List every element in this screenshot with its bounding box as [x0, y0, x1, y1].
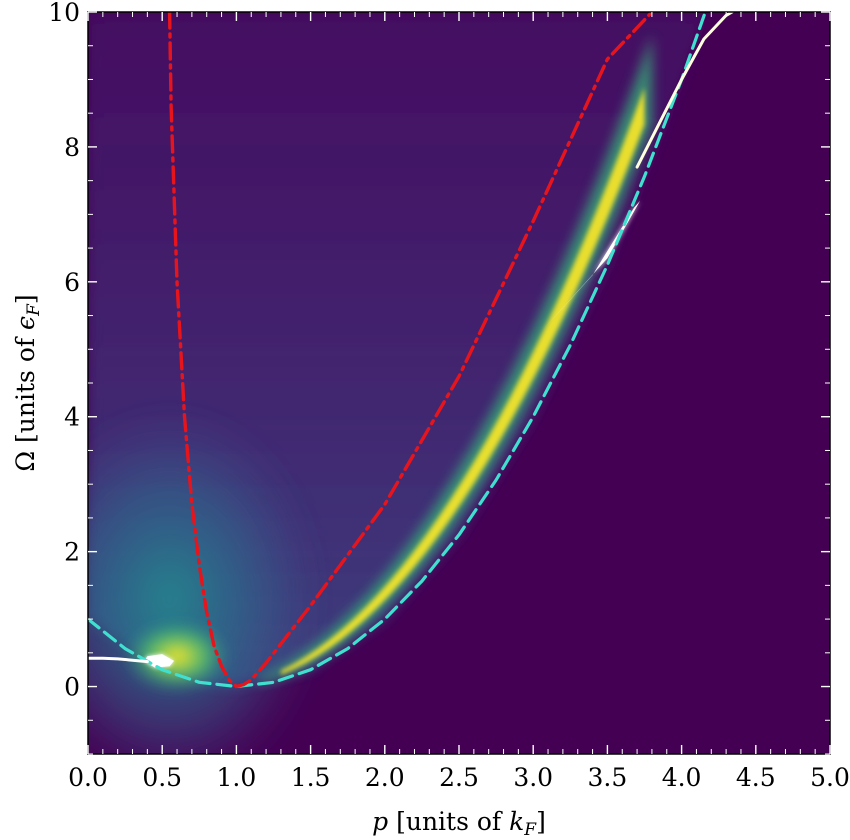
x-axis-symbol: p [372, 807, 388, 836]
y-axis-symbol: Ω [11, 451, 40, 472]
bound-state-glow [122, 618, 233, 695]
heatmap-area [88, 12, 830, 754]
x-tick-label: 5.0 [810, 763, 850, 792]
y-axis-unit-prefix: [units of [11, 330, 40, 451]
x-tick-label: 1.5 [291, 763, 331, 792]
y-tick-label: 10 [48, 0, 80, 27]
series-line-1-dashdot [167, 12, 654, 689]
y-tick-label: 8 [64, 133, 80, 162]
y-axis-unit-suffix: ] [11, 294, 40, 304]
x-axis-label: p [units of kF] [372, 807, 546, 840]
series-line-3-solid [635, 12, 734, 169]
y-tick-label: 4 [64, 403, 80, 432]
x-axis-unit-prefix: [units of [388, 807, 509, 836]
curves [88, 12, 734, 689]
y-tick-label: 6 [64, 268, 80, 297]
y-axis-label: Ω [units of ϵF] [11, 294, 44, 471]
y-axis-unit-subscript: F [24, 303, 44, 317]
x-tick-label: 0.5 [142, 763, 182, 792]
x-tick-label: 1.0 [217, 763, 257, 792]
x-tick-label: 4.5 [736, 763, 776, 792]
x-axis-unit-suffix: ] [536, 807, 546, 836]
x-axis-unit-subscript: F [523, 820, 537, 840]
x-tick-label: 2.5 [439, 763, 479, 792]
ticks: 0.0 0.5 1.0 1.5 2.0 2.5 3.0 3.5 4.0 4.5 5.0 0 2 4 6 8 10 [48, 0, 850, 792]
x-axis-unit-symbol: k [509, 807, 524, 836]
y-tick-label: 2 [64, 538, 80, 567]
series-line-2-solid [88, 656, 149, 664]
series-line-0-dashed [88, 12, 707, 689]
x-tick-label: 0.0 [68, 763, 108, 792]
y-tick-label: 0 [64, 673, 80, 702]
x-tick-label: 3.0 [513, 763, 553, 792]
x-tick-label: 3.5 [588, 763, 628, 792]
x-tick-label: 2.0 [365, 763, 405, 792]
low-momentum-glow [88, 408, 320, 754]
x-tick-label: 4.0 [662, 763, 702, 792]
y-axis-unit-symbol: ϵ [11, 316, 40, 330]
